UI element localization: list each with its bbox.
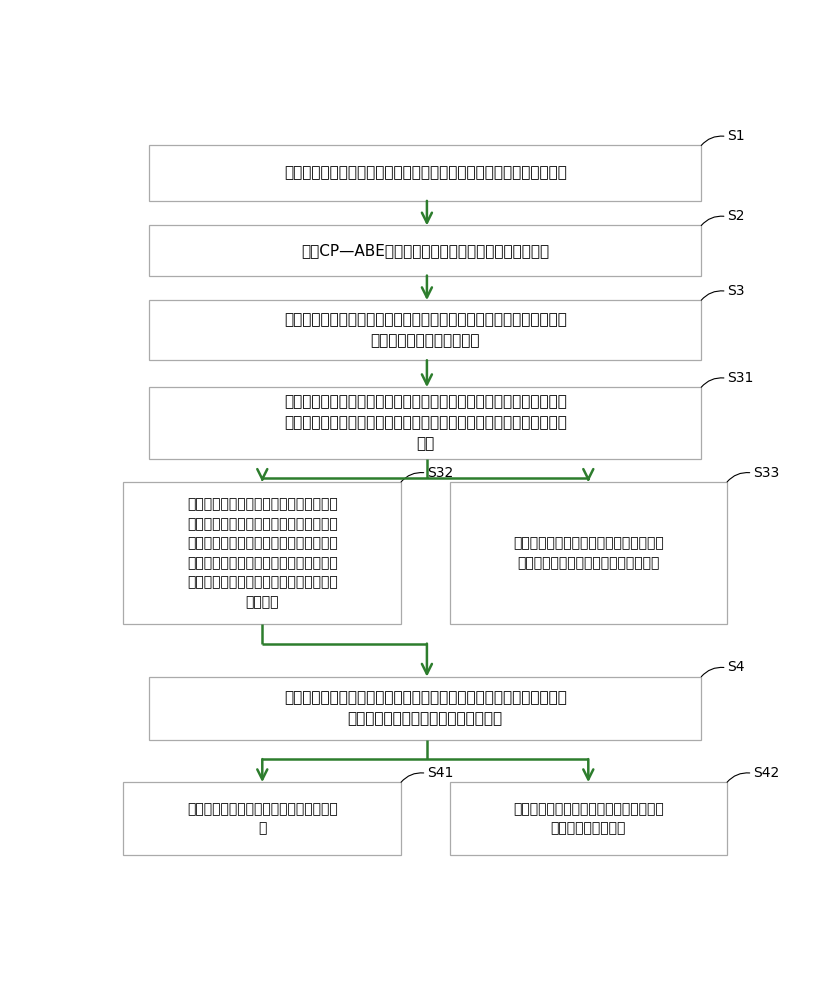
FancyBboxPatch shape [450,782,727,855]
Text: S41: S41 [426,766,453,780]
Text: S4: S4 [727,660,745,674]
FancyBboxPatch shape [149,677,701,740]
Text: S33: S33 [753,466,779,480]
FancyBboxPatch shape [450,482,727,624]
Text: 将所述第一密文、所述第二密文保存为共享数据文件通过所述智能合约
发送给数据存储者进行存储: 将所述第一密文、所述第二密文保存为共享数据文件通过所述智能合约 发送给数据存储者… [284,312,566,348]
Text: S32: S32 [426,466,453,480]
Text: S1: S1 [727,129,745,143]
Text: 若质询结果一致，向所述已注册数据使用
者反馈所述文件索引: 若质询结果一致，向所述已注册数据使用 者反馈所述文件索引 [513,802,664,836]
FancyBboxPatch shape [149,387,701,459]
Text: S3: S3 [727,284,745,298]
Text: S42: S42 [753,766,779,780]
Text: 通过CP—ABE对所述对称密钥进行加密，获得第二密文: 通过CP—ABE对所述对称密钥进行加密，获得第二密文 [302,243,549,258]
Text: 所述存储合约分析所述数据拥有者基于所述共享数据文件的第一计算结
果以及所述数据存储者基于所述共享数据文件的第二计算结果之间的一
致性: 所述存储合约分析所述数据拥有者基于所述共享数据文件的第一计算结 果以及所述数据存… [284,394,566,451]
FancyBboxPatch shape [123,482,401,624]
FancyBboxPatch shape [149,300,701,360]
FancyBboxPatch shape [123,782,401,855]
Text: 所述数据拥有者接收到已注册数据使用者发送的数据共享请求后，通过
所述区块链向所述数据存储者发起质询: 所述数据拥有者接收到已注册数据使用者发送的数据共享请求后，通过 所述区块链向所述… [284,690,566,726]
FancyBboxPatch shape [149,225,701,276]
Text: 若质询结果不一致，调用仲裁合约进行裁
决: 若质询结果不一致，调用仲裁合约进行裁 决 [187,802,337,836]
Text: S2: S2 [727,209,745,223]
Text: 所述第一计算结果和所述第二计算结果一
致，所述数据存储者将所述共享数据文件
存储，并生成包括存储地址的文件索引，
且将所述文件索引和所述第一计算结果或
所述文件: 所述第一计算结果和所述第二计算结果一 致，所述数据存储者将所述共享数据文件 存储… [187,497,337,609]
Text: S31: S31 [727,371,754,385]
Text: 所述第一计算结果和所述第二计算结果不
一致，终止所述数据拥有者的此次存储: 所述第一计算结果和所述第二计算结果不 一致，终止所述数据拥有者的此次存储 [513,536,664,570]
FancyBboxPatch shape [149,145,701,201]
Text: 数据拥有者使用对称密钥对共享明文数据进行对称加密，获得第一密文: 数据拥有者使用对称密钥对共享明文数据进行对称加密，获得第一密文 [284,166,566,181]
